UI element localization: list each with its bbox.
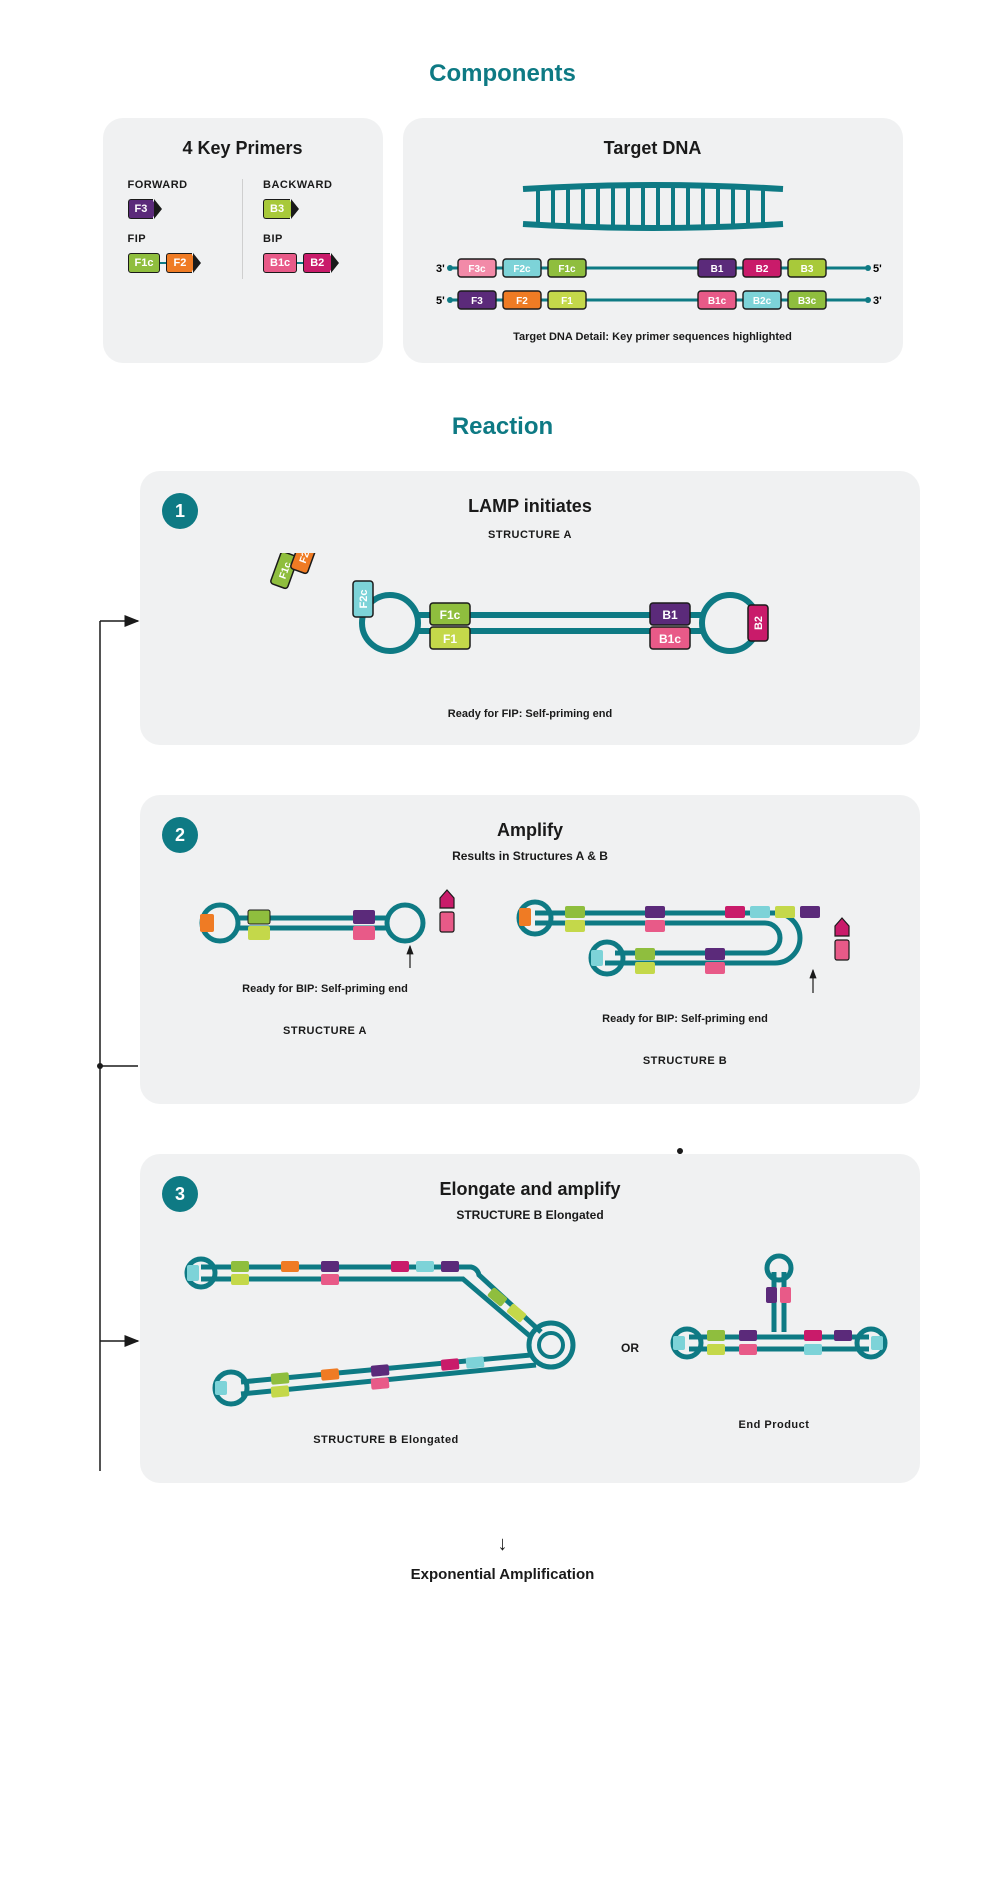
bip-label: BIP [263,233,358,245]
primer-F3: F3 [128,199,154,219]
svg-text:F1: F1 [561,296,573,307]
step3-badge: 3 [162,1176,198,1212]
primer-F2: F2 [166,253,192,273]
end-5-bot: 5' [436,295,445,307]
step3-title: Elongate and amplify [165,1179,895,1200]
svg-text:B3: B3 [800,264,813,275]
svg-text:B2c: B2c [752,296,771,307]
step1-structure-diagram: F1c F2 F2c F1c F1 B1 B1c B2 [220,553,840,693]
step2-structure-a [185,878,465,978]
svg-text:B3c: B3c [797,296,816,307]
step2-sub: Results in Structures A & B [165,849,895,863]
svg-text:F1: F1 [443,632,457,646]
target-detail-strands: 3' 5' 5' 3' F3c F2c F1c B1 B2 B3 F3 F2 F1 B1c B2c… [428,254,888,314]
svg-text:B2: B2 [753,616,765,630]
svg-text:F3c: F3c [468,264,486,275]
target-panel: Target DNA 3' 5' 5' 3' F3c [403,118,903,363]
forward-col: FORWARD F3 FIP F1c F2 [128,179,223,279]
step3-label-elong: STRUCTURE B Elongated [171,1434,601,1446]
svg-text:B1c: B1c [707,296,726,307]
fip-label: FIP [128,233,223,245]
primer-B2: B2 [303,253,330,273]
step2-badge: 2 [162,817,198,853]
dna-double-helix-icon [513,179,793,234]
flow-arrows-container: 1 LAMP initiates STRUCTURE A F1c F2 F2c … [60,471,945,1483]
forward-label: FORWARD [128,179,223,191]
svg-text:F2c: F2c [358,590,370,609]
backward-col: BACKWARD B3 BIP B1c B2 [242,179,358,279]
primer-B1c: B1c [263,253,297,273]
primer-B3: B3 [263,199,290,219]
components-row: 4 Key Primers FORWARD F3 FIP F1c F2 BACK… [60,118,945,363]
svg-text:F2c: F2c [513,264,531,275]
step2-caption-a: Ready for BIP: Self-priming end [185,983,465,995]
step2-panel: 2 Amplify Results in Structures A & B [140,795,920,1104]
step3-label-end: End Product [659,1419,889,1431]
step2-caption-b: Ready for BIP: Self-priming end [495,1013,875,1025]
target-caption: Target DNA Detail: Key primer sequences … [428,331,878,343]
step2-label-a: STRUCTURE A [185,1025,465,1037]
components-heading: Components [60,60,945,88]
svg-text:F2: F2 [516,296,528,307]
or-label: OR [621,1341,639,1355]
primers-title: 4 Key Primers [128,138,358,159]
svg-text:F3: F3 [471,296,483,307]
footer-arrow-icon: ↓ [60,1533,945,1556]
end-3-bot: 3' [873,295,882,307]
step1-title: LAMP initiates [165,496,895,517]
svg-text:B1c: B1c [659,632,681,646]
step3-end-product [659,1252,889,1402]
step2-structure-b [495,878,875,1008]
end-3-top: 3' [436,263,445,275]
primers-panel: 4 Key Primers FORWARD F3 FIP F1c F2 BACK… [103,118,383,363]
svg-text:B1: B1 [662,608,678,622]
step1-badge: 1 [162,493,198,529]
step3-sub: STRUCTURE B Elongated [165,1208,895,1222]
step2-label-b: STRUCTURE B [495,1055,875,1067]
target-title: Target DNA [428,138,878,159]
backward-label: BACKWARD [263,179,358,191]
svg-text:F1c: F1c [558,264,576,275]
step3-elongated [171,1237,601,1417]
step1-panel: 1 LAMP initiates STRUCTURE A F1c F2 F2c … [140,471,920,745]
step1-struct-label: STRUCTURE A [165,529,895,541]
step1-caption: Ready for FIP: Self-priming end [165,708,895,720]
footer-text: Exponential Amplification [60,1566,945,1583]
primer-F1c: F1c [128,253,161,273]
reaction-heading: Reaction [60,413,945,441]
step2-title: Amplify [165,820,895,841]
end-5-top: 5' [873,263,882,275]
svg-text:B2: B2 [755,264,768,275]
svg-text:F1c: F1c [440,608,461,622]
step3-panel: 3 Elongate and amplify STRUCTURE B Elong… [140,1154,920,1483]
svg-text:B1: B1 [710,264,723,275]
